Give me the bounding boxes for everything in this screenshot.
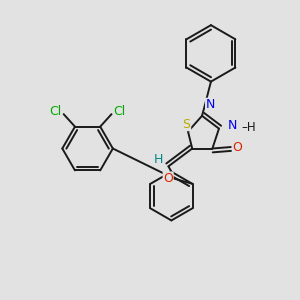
Text: H: H <box>153 153 163 166</box>
Text: N: N <box>228 119 237 132</box>
Text: –H: –H <box>241 121 256 134</box>
Text: S: S <box>183 118 190 130</box>
Text: Cl: Cl <box>114 105 126 118</box>
Text: Cl: Cl <box>49 105 62 118</box>
Text: O: O <box>163 172 173 185</box>
Text: O: O <box>232 140 242 154</box>
Text: N: N <box>206 98 215 111</box>
